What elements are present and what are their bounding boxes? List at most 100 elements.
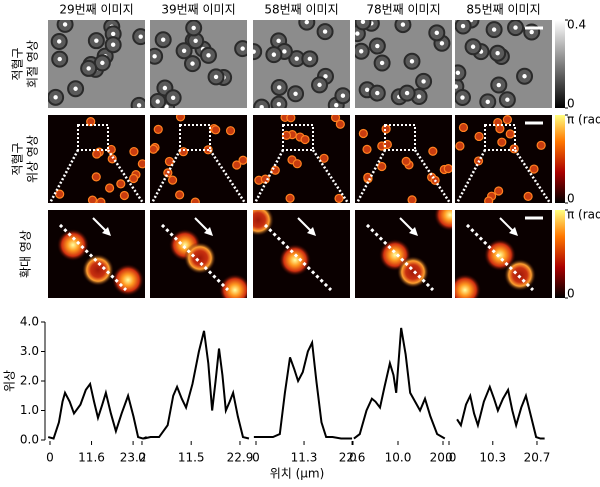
cell-center [470,44,476,49]
cell-center [276,101,282,107]
profile [143,330,250,440]
cell-center [282,49,287,54]
cell-center [434,30,439,36]
cell-center [86,66,91,71]
cell-center [110,31,116,37]
cell [407,195,417,203]
x-tick-label: 11.6 [78,451,105,465]
x-tick-label: 0 [138,451,146,465]
cell [497,137,507,147]
x-tick-label: 22.9 [227,451,254,465]
y-axis-label: 위상 [3,370,17,392]
cell-center [379,60,385,66]
cell [529,164,539,174]
image-panel [253,115,350,203]
cell [167,175,178,185]
zoom-line [106,149,145,203]
cell [443,164,452,174]
cell-center [522,74,527,79]
arrow-head [307,227,316,236]
cell-center [355,31,360,36]
cell [381,124,391,134]
profile [253,339,353,440]
cell-center [409,59,415,64]
cell-center [276,38,281,44]
cell-center [191,25,196,31]
cell-center [152,54,157,59]
cell-center [529,29,534,35]
image-panel [355,210,452,298]
row-label: 회절 영상 [26,40,40,88]
cell [211,125,221,135]
cell-center [73,86,78,91]
cell [219,274,247,298]
cell [105,183,115,193]
colorbar [555,210,565,298]
zoom-line [513,149,552,203]
cell [523,191,533,201]
colorbar-label: 0.4 [567,18,586,32]
cell-center [495,50,500,56]
x-tick-label: 11.3 [291,451,318,465]
cell [137,159,145,169]
image-panel [253,210,350,298]
cell-center [213,74,219,80]
cell-center [94,38,99,43]
cell-center [513,25,518,30]
colorbar-label: 0 [567,192,575,206]
cell [298,20,316,31]
cell [536,140,546,150]
cell [57,229,89,261]
image-panel [455,20,552,108]
cell-center [277,85,282,90]
cell-center [193,38,198,43]
cell-center [164,104,169,108]
cell-center [505,97,510,102]
zoom-box [384,124,416,151]
cell [238,155,247,165]
y-tick-label: 2.0 [20,374,39,388]
cell [112,264,144,296]
cell-center [360,20,366,25]
y-tick-label: 1.0 [20,403,39,417]
column-header: 39번째 이미지 [161,3,235,17]
colorbar-label: 0 [567,97,575,111]
cell-center [485,99,490,105]
cell [484,196,494,203]
x-tick-label: 20.7 [524,451,551,465]
arrow-head [409,227,418,236]
row-label: 확대 영상 [19,230,33,278]
cell [355,20,372,31]
arrow-shaft [399,217,415,233]
cell-center [138,34,143,39]
cell [150,144,159,154]
cell-center [294,56,299,61]
cell [130,96,145,108]
profile [456,384,545,440]
zoom-line [413,149,452,203]
row-label: 적혈구 [11,142,25,175]
cell [502,115,513,125]
cell-center [160,37,166,42]
cell [184,242,216,274]
cell [504,259,536,291]
zoom-line [253,149,285,203]
cell-center [181,48,187,54]
x-tick-label: 10.3 [479,451,506,465]
cell [455,64,467,82]
cell [55,189,65,199]
cell-center [155,99,160,104]
cell [175,115,186,122]
cell-center [455,84,459,89]
cell-center [293,91,298,96]
cell [190,197,200,203]
zoom-line [208,149,247,203]
zoom-line [455,149,487,203]
image-panel [48,20,145,108]
cell-center [190,61,195,66]
image-bg [253,115,350,203]
cell [330,115,341,123]
cell-center [57,56,62,62]
cell-center [334,103,339,108]
cell [153,124,163,134]
